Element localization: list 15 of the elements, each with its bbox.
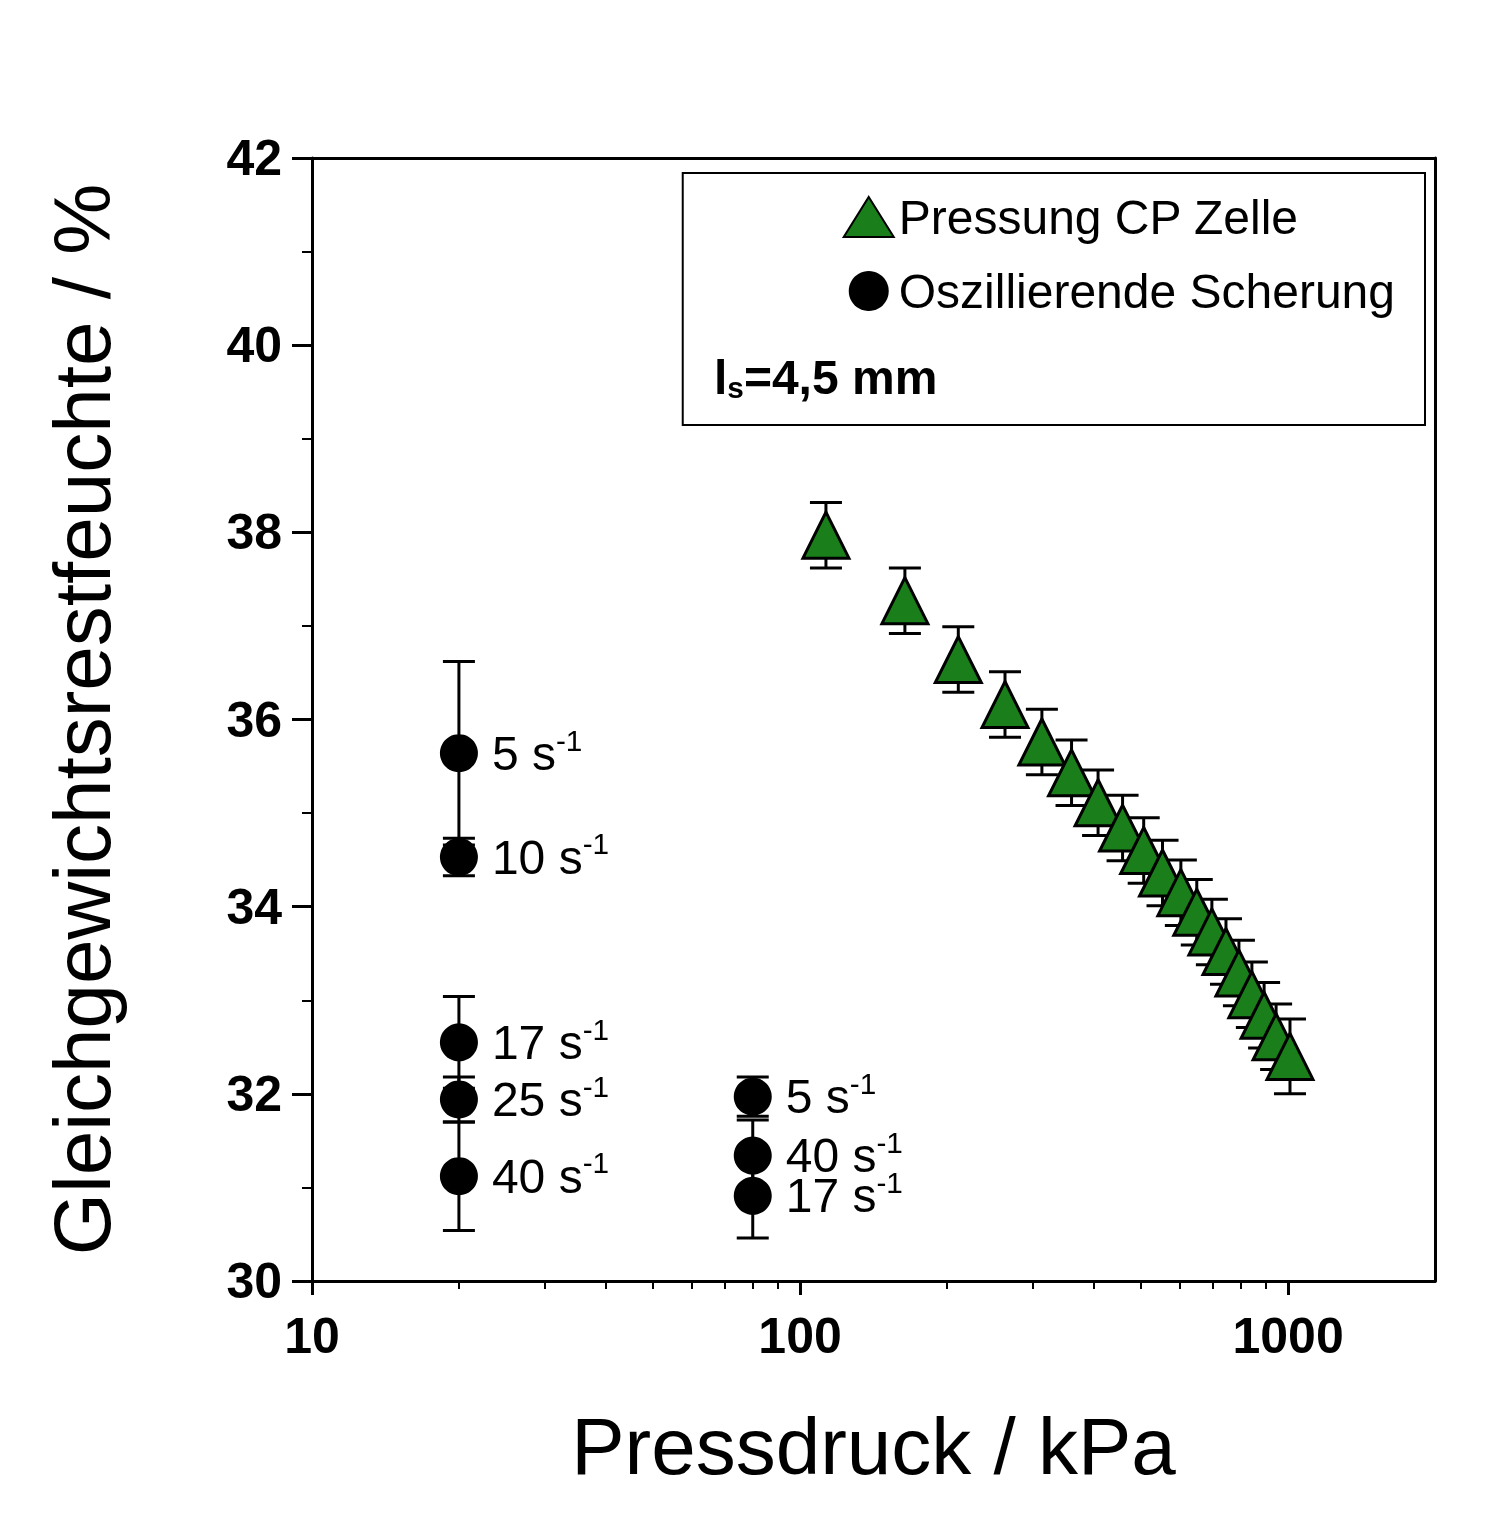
x-tick-label: 100 — [758, 1308, 842, 1364]
x-tick-label: 1000 — [1232, 1308, 1344, 1364]
legend-label: Oszillierende Scherung — [898, 264, 1395, 318]
y-tick-label: 30 — [226, 1253, 282, 1309]
x-axis-title: Pressdruck / kPa — [571, 1401, 1177, 1491]
x-tick-label: 10 — [284, 1308, 340, 1364]
y-tick-label: 32 — [226, 1065, 282, 1122]
y-tick-label: 38 — [226, 504, 282, 561]
y-tick-label: 34 — [226, 878, 283, 935]
annotation: ls=4,5 mm — [714, 350, 938, 405]
y-tick-label: 36 — [226, 691, 282, 748]
y-axis-title: Gleichgewichtsrestfeuchte / % — [37, 183, 127, 1256]
y-tick-label: 42 — [226, 130, 282, 186]
legend-label: Pressung CP Zelle — [898, 190, 1299, 244]
y-tick-label: 40 — [226, 317, 282, 374]
